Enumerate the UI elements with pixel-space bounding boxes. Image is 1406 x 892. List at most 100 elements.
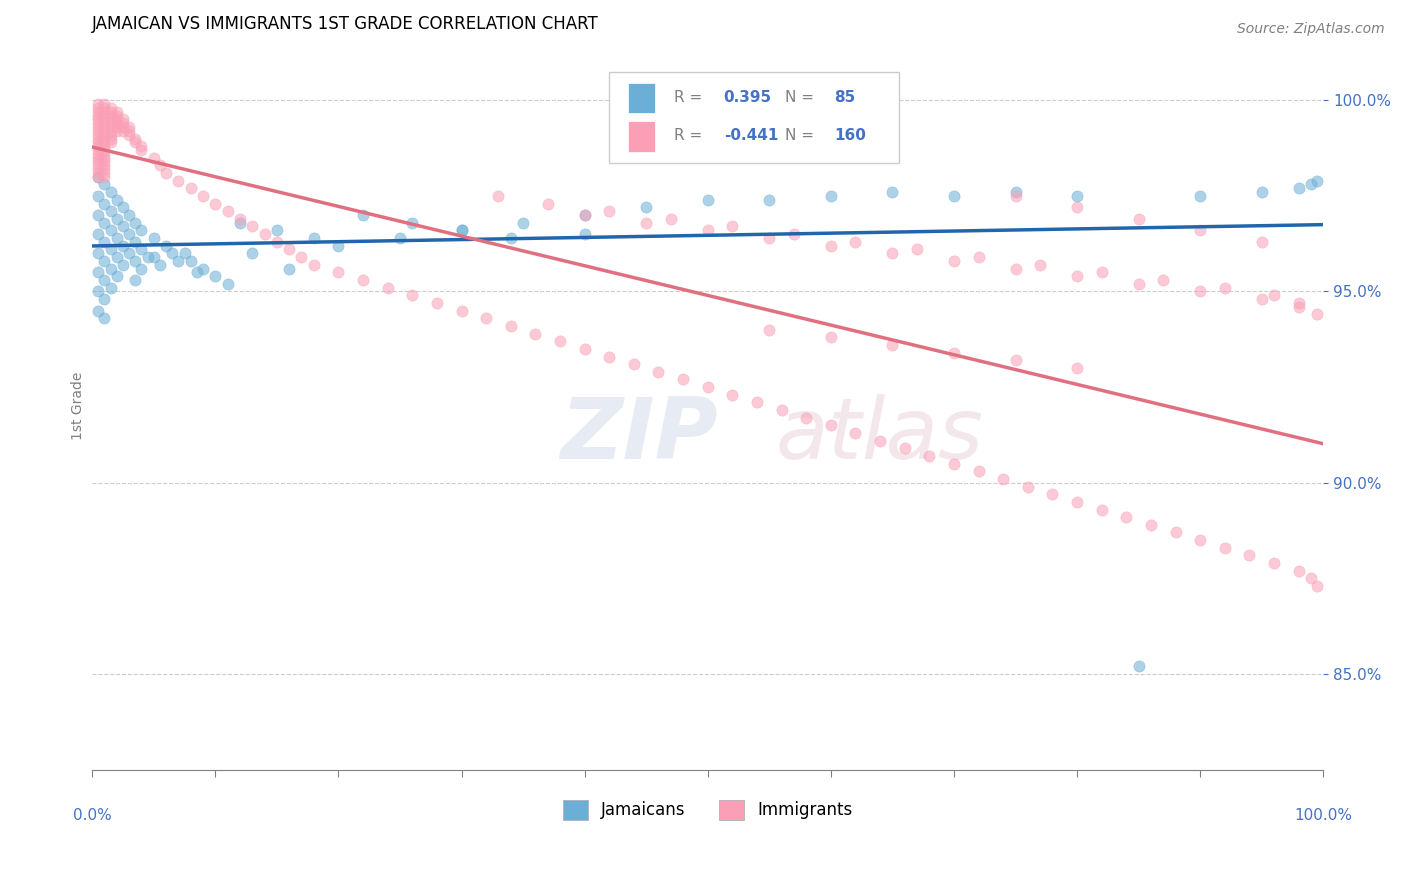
Point [100,261,122,276]
Point [93,162,115,177]
Point [1299,571,1322,585]
Point [1140,517,1163,532]
Text: 160: 160 [835,128,866,144]
Point [131,223,153,237]
Point [87,128,110,142]
Point [636,216,658,230]
Point [100,112,122,127]
Point [93,143,115,157]
Point [87,158,110,172]
Point [93,101,115,115]
Point [1288,300,1310,314]
Point [124,253,146,268]
Point [100,104,122,119]
Point [1115,510,1137,524]
Point [100,185,122,199]
Point [598,204,620,219]
Point [180,181,202,195]
Point [1128,277,1150,291]
Point [882,246,904,260]
Point [1017,479,1039,493]
Point [87,169,110,184]
Point [87,120,110,134]
Point [574,342,596,356]
Point [770,403,793,417]
Point [967,250,990,264]
FancyBboxPatch shape [627,121,655,152]
Text: R =: R = [675,90,703,105]
Point [100,131,122,145]
Point [820,238,842,252]
Point [87,227,110,241]
Point [124,136,146,150]
Point [87,116,110,130]
Point [100,101,122,115]
Point [93,151,115,165]
Point [87,166,110,180]
Point [377,281,399,295]
Point [240,219,263,234]
Text: N =: N = [786,128,814,144]
Text: Source: ZipAtlas.com: Source: ZipAtlas.com [1237,22,1385,37]
Point [93,169,115,184]
Point [1250,235,1272,249]
Text: N =: N = [786,90,814,105]
Point [1213,281,1236,295]
Point [93,104,115,119]
Legend: Jamaicans, Immigrants: Jamaicans, Immigrants [557,793,859,827]
Point [100,204,122,219]
Point [537,196,560,211]
Point [105,211,128,226]
Point [105,120,128,134]
Text: ZIP: ZIP [560,393,717,477]
Point [1004,185,1026,199]
Point [1091,265,1114,279]
Point [636,200,658,214]
Point [93,273,115,287]
Point [87,246,110,260]
Point [1250,185,1272,199]
Point [1164,525,1187,540]
Point [1306,173,1329,187]
Point [1189,189,1212,203]
Point [820,330,842,344]
Point [100,120,122,134]
Point [1066,495,1088,509]
Point [180,253,202,268]
Point [191,261,214,276]
Point [302,231,325,245]
Point [426,296,449,310]
Point [1066,361,1088,376]
Point [1004,353,1026,368]
Point [93,124,115,138]
Point [204,269,226,284]
Point [191,189,214,203]
Point [499,231,522,245]
Point [149,158,172,172]
Point [118,124,141,138]
Point [844,235,866,249]
Point [111,219,134,234]
Point [266,235,288,249]
Point [1066,269,1088,284]
Point [105,231,128,245]
Point [87,97,110,112]
Point [87,109,110,123]
Point [100,124,122,138]
Point [1042,487,1064,501]
Point [105,250,128,264]
Point [87,265,110,279]
Point [87,101,110,115]
Point [167,253,190,268]
Point [111,200,134,214]
Point [794,410,817,425]
Y-axis label: 1st Grade: 1st Grade [72,372,86,441]
Point [882,338,904,352]
Point [278,261,301,276]
Point [105,193,128,207]
Point [302,258,325,272]
Point [623,357,645,371]
Point [696,193,718,207]
Point [87,303,110,318]
Point [942,457,965,471]
